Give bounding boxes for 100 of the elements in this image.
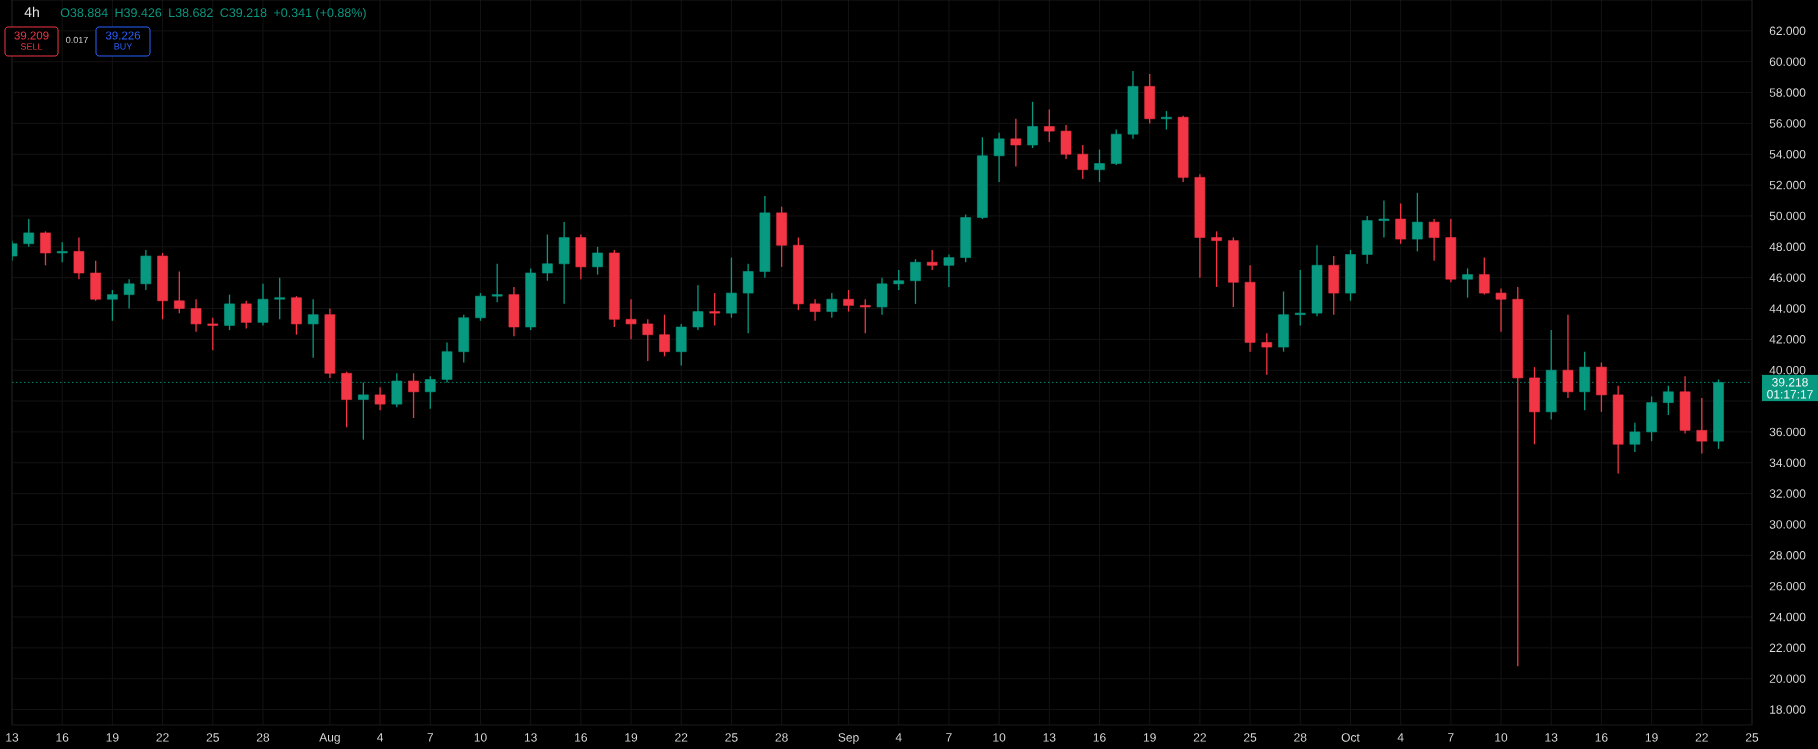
candlestick	[926, 249, 938, 271]
candlestick	[240, 300, 252, 330]
x-tick-label: 13	[1545, 733, 1558, 742]
y-tick-label: 34.000	[1769, 458, 1806, 467]
candlestick	[475, 292, 486, 322]
candlestick	[1161, 110, 1172, 131]
y-tick-label: 58.000	[1769, 88, 1806, 97]
candlestick	[40, 230, 51, 266]
candlestick	[123, 278, 135, 310]
candlestick	[224, 293, 235, 331]
candlestick	[893, 269, 905, 291]
ref-line-label: 39.218	[1772, 378, 1808, 387]
x-tick-label: 22	[675, 733, 688, 742]
x-tick-label: 7	[1448, 733, 1454, 742]
x-tick-label: 19	[1645, 733, 1658, 742]
candlestick	[642, 318, 654, 362]
annotation: H39.426	[115, 8, 162, 18]
annotation: +0.341 (+0.88%)	[274, 7, 366, 20]
candlestick	[859, 298, 871, 334]
candlestick	[107, 289, 118, 322]
candlestick	[491, 263, 503, 303]
candlestick	[1060, 124, 1072, 160]
candlestick	[1495, 287, 1507, 333]
candlestick	[1395, 202, 1406, 245]
candlestick	[257, 283, 269, 327]
y-tick-label: 56.000	[1769, 119, 1806, 128]
candlestick	[843, 289, 854, 313]
y-tick-label: 54.000	[1769, 150, 1806, 159]
y-tick-label: 36.000	[1769, 427, 1806, 437]
x-tick-label: 25	[206, 733, 219, 742]
candlestick	[1629, 422, 1641, 453]
candlestick	[190, 298, 202, 333]
y-tick-label: 20.000	[1769, 674, 1806, 683]
x-tick-label: Oct	[1341, 733, 1360, 742]
candlestick	[592, 246, 603, 276]
x-tick-label: Sep	[838, 733, 859, 745]
y-tick-label: 28.000	[1769, 551, 1806, 560]
y-tick-label: 44.000	[1769, 304, 1806, 313]
candlestick	[993, 132, 1005, 183]
annotation: L38.682	[169, 8, 213, 18]
x-tick-label: 10	[993, 733, 1006, 742]
annotation: BUY	[114, 43, 133, 50]
annotation: O38.884	[60, 8, 108, 18]
x-tick-label: 13	[6, 733, 19, 742]
y-tick-label: 18.000	[1770, 705, 1806, 714]
candlestick	[876, 277, 888, 316]
candlestick	[742, 263, 754, 334]
candlestick	[826, 292, 838, 319]
y-tick-label: 42.000	[1769, 335, 1806, 344]
candlestick	[1010, 118, 1022, 168]
x-tick-label: 4	[895, 733, 902, 742]
x-tick-label: 19	[106, 733, 119, 742]
candlestick	[374, 386, 386, 411]
candlestick	[307, 298, 319, 359]
x-tick-label: 13	[524, 733, 537, 742]
candlestick	[692, 284, 704, 331]
y-tick-label: 48.000	[1769, 242, 1806, 252]
y-tick-label: 62.000	[1769, 26, 1806, 36]
x-tick-label: 19	[1143, 733, 1156, 742]
annotation: 39.226	[105, 31, 141, 40]
candlestick	[23, 218, 35, 248]
x-tick-label: 16	[56, 733, 69, 742]
y-tick-label: 50.000	[1769, 211, 1806, 221]
x-tick-label: 28	[256, 733, 270, 742]
candlestick	[943, 253, 955, 288]
candlestick	[1027, 101, 1038, 149]
candlestick	[1562, 314, 1574, 399]
x-tick-label: 10	[474, 733, 487, 742]
candlestick	[1077, 144, 1089, 180]
x-tick-label: 22	[156, 733, 169, 742]
x-tick-label: 22	[1193, 733, 1206, 742]
candlestick	[207, 317, 219, 351]
candlestick	[1428, 218, 1440, 262]
candlestick	[1094, 148, 1105, 183]
x-tick-label: 16	[1595, 733, 1608, 742]
x-tick-label: 16	[1093, 733, 1106, 742]
candlestick	[1462, 267, 1473, 299]
candlestick	[73, 236, 85, 280]
y-tick-label: 52.000	[1769, 180, 1806, 190]
y-tick-label: 26.000	[1769, 581, 1806, 591]
candlestick	[1378, 199, 1390, 239]
candlestick	[1294, 269, 1306, 327]
candlestick	[809, 298, 821, 322]
annotation: 0.017	[66, 36, 88, 44]
x-tick-label: 4	[377, 733, 384, 742]
x-tick-label: Aug	[319, 733, 340, 744]
x-tick-label: 4	[1397, 733, 1404, 742]
x-tick-label: 7	[946, 733, 952, 742]
x-tick-label: 13	[1043, 733, 1056, 742]
candlestick	[910, 258, 921, 305]
text: 01:17:17	[1767, 390, 1813, 399]
candlestick	[274, 277, 286, 320]
y-tick-label: 46.000	[1769, 273, 1806, 282]
candlestick	[709, 292, 721, 327]
x-tick-label: 25	[725, 733, 738, 742]
candlestick	[1043, 108, 1055, 143]
x-tick-label: 22	[1695, 733, 1708, 742]
chart-title: 4h	[24, 6, 39, 17]
x-tick-label: 28	[1294, 733, 1307, 742]
x-tick-label: 25	[1244, 733, 1257, 742]
